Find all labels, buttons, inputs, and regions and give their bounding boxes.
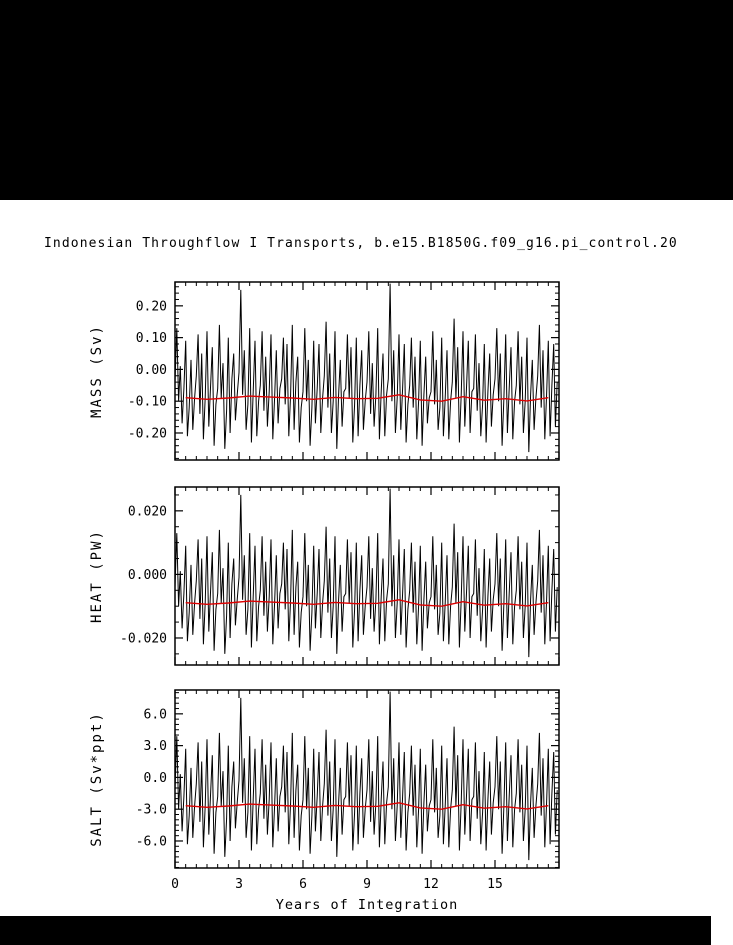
svg-text:15: 15	[487, 877, 503, 892]
svg-text:-0.20: -0.20	[128, 426, 167, 441]
svg-text:3.0: 3.0	[144, 739, 167, 754]
svg-text:Years of Integration: Years of Integration	[276, 897, 459, 913]
svg-text:0.000: 0.000	[128, 568, 167, 583]
svg-text:0.020: 0.020	[128, 504, 167, 519]
svg-text:9: 9	[363, 877, 371, 892]
plot-area-background: Indonesian Throughflow I Transports, b.e…	[0, 200, 733, 916]
svg-text:-3.0: -3.0	[136, 803, 167, 818]
bottom-letterbox	[0, 916, 711, 945]
svg-text:-0.020: -0.020	[120, 631, 167, 646]
svg-text:0.20: 0.20	[136, 299, 167, 314]
right-strip	[711, 200, 733, 945]
svg-text:-6.0: -6.0	[136, 834, 167, 849]
svg-text:MASS (Sv): MASS (Sv)	[89, 324, 105, 418]
svg-text:0.10: 0.10	[136, 331, 167, 346]
chart-title: Indonesian Throughflow I Transports, b.e…	[44, 236, 678, 251]
svg-text:12: 12	[423, 877, 439, 892]
svg-text:-0.10: -0.10	[128, 395, 167, 410]
svg-text:3: 3	[235, 877, 243, 892]
svg-text:0.00: 0.00	[136, 363, 167, 378]
svg-text:SALT (Sv*ppt): SALT (Sv*ppt)	[89, 711, 105, 847]
svg-text:0.0: 0.0	[144, 771, 167, 786]
svg-text:6.0: 6.0	[144, 707, 167, 722]
svg-text:6: 6	[299, 877, 307, 892]
svg-text:0: 0	[171, 877, 179, 892]
svg-text:HEAT (PW): HEAT (PW)	[89, 529, 105, 623]
